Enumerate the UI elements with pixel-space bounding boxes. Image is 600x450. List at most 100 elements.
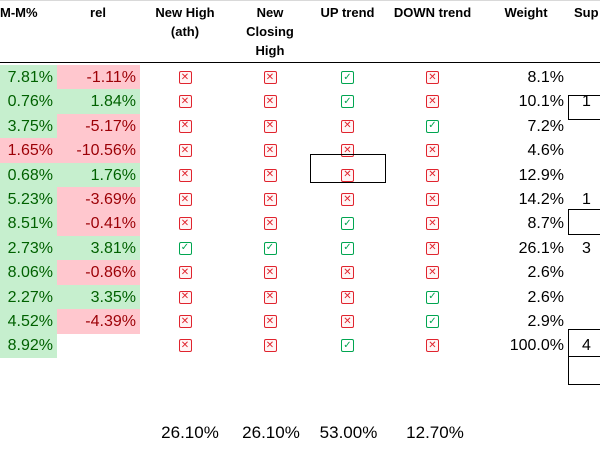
selected-cell-box[interactable] [310, 154, 386, 183]
cell-weight[interactable]: 4.6% [527, 142, 564, 160]
cell-new-high[interactable]: ✕ [140, 163, 230, 188]
cell-up-trend[interactable]: ✕ [310, 138, 385, 163]
header-up-trend[interactable]: UP trend [310, 0, 385, 62]
cell-new-high[interactable]: ✕ [140, 309, 230, 334]
cell-weight[interactable]: 2.6% [527, 288, 564, 306]
cell-new-closing-high[interactable]: ✕ [230, 114, 310, 139]
cell-up-trend[interactable]: ✕ [310, 163, 385, 188]
cell-weight[interactable]: 10.1% [518, 93, 564, 111]
cell-down-trend[interactable]: ✕ [395, 236, 470, 261]
cell-down-trend[interactable]: ✕ [395, 65, 470, 90]
cell-up-trend[interactable]: ✕ [310, 114, 385, 139]
cell-up-trend[interactable]: ✓ [310, 211, 385, 236]
cell-rel[interactable]: 1.84% [57, 89, 140, 115]
cell-mm-percent[interactable]: 2.27% [0, 284, 57, 310]
cell-rel[interactable]: 3.35% [57, 284, 140, 310]
cell-rel[interactable]: -10.56% [57, 138, 140, 164]
header-new-high[interactable]: New High (ath) [140, 0, 230, 62]
cell-rel[interactable]: 1.76% [57, 162, 140, 188]
cell-new-high[interactable]: ✕ [140, 187, 230, 212]
cell-new-high[interactable]: ✓ [140, 236, 230, 261]
header-new-closing-high[interactable]: New Closing High [230, 0, 310, 62]
total-up-trend[interactable]: 53.00% [319, 423, 378, 442]
cell-new-closing-high[interactable]: ✕ [230, 163, 310, 188]
cell-weight[interactable]: 2.6% [527, 264, 564, 282]
cell-weight[interactable]: 26.1% [518, 239, 564, 257]
cell-rel[interactable]: -1.11% [57, 65, 140, 90]
cell-down-trend[interactable]: ✕ [395, 138, 470, 163]
cell-down-trend[interactable]: ✓ [395, 309, 470, 334]
cell-rel[interactable]: 3.81% [57, 235, 140, 261]
cell-new-closing-high[interactable]: ✕ [230, 65, 310, 90]
cell-mm-percent[interactable]: 0.76% [0, 89, 57, 115]
cell-up-trend[interactable]: ✕ [310, 260, 385, 285]
cell-rel[interactable] [57, 333, 140, 358]
cell-mm-percent[interactable]: 8.92% [0, 333, 57, 359]
total-new-closing-high[interactable]: 26.10% [242, 423, 300, 442]
cell-sup[interactable]: 1 [582, 93, 591, 111]
cell-up-trend[interactable]: ✓ [310, 236, 385, 261]
cell-mm-percent[interactable]: 4.52% [0, 309, 57, 334]
cell-new-closing-high[interactable]: ✕ [230, 333, 310, 358]
cell-new-closing-high[interactable]: ✕ [230, 285, 310, 310]
cell-down-trend[interactable]: ✕ [395, 89, 470, 114]
total-new-high[interactable]: 26.10% [161, 423, 219, 442]
header-rel[interactable]: rel [58, 0, 138, 62]
cell-sup[interactable]: 3 [582, 239, 591, 257]
cell-mm-percent[interactable]: 8.06% [0, 260, 57, 286]
cell-mm-percent[interactable]: 7.81% [0, 65, 57, 90]
bordered-cell-sup-1[interactable] [568, 95, 600, 120]
cell-up-trend[interactable]: ✓ [310, 65, 385, 90]
cell-mm-percent[interactable]: 0.68% [0, 162, 57, 188]
cell-rel[interactable]: -5.17% [57, 113, 140, 139]
cell-down-trend[interactable]: ✕ [395, 211, 470, 236]
cell-down-trend[interactable]: ✕ [395, 163, 470, 188]
cell-rel[interactable]: -4.39% [57, 309, 140, 334]
cell-weight[interactable]: 14.2% [518, 191, 564, 208]
cell-sup[interactable] [582, 260, 600, 285]
cell-up-trend[interactable]: ✕ [310, 187, 385, 212]
bordered-cell-sup-3[interactable] [568, 329, 600, 357]
cell-new-high[interactable]: ✕ [140, 211, 230, 236]
cell-mm-percent[interactable]: 3.75% [0, 113, 57, 139]
cell-weight[interactable]: 8.1% [527, 69, 564, 86]
cell-down-trend[interactable]: ✓ [395, 285, 470, 310]
cell-new-closing-high[interactable]: ✕ [230, 89, 310, 114]
cell-new-high[interactable]: ✕ [140, 138, 230, 163]
cell-down-trend[interactable]: ✓ [395, 114, 470, 139]
cell-weight[interactable]: 12.9% [518, 166, 564, 184]
cell-sup[interactable] [582, 163, 600, 188]
header-sup[interactable]: Sup [574, 0, 600, 62]
cell-sup[interactable]: 1 [582, 191, 591, 208]
header-weight[interactable]: Weight [490, 0, 562, 62]
cell-new-high[interactable]: ✕ [140, 65, 230, 90]
cell-new-closing-high[interactable]: ✕ [230, 138, 310, 163]
header-down-trend[interactable]: DOWN trend [385, 0, 480, 62]
cell-rel[interactable]: -3.69% [57, 187, 140, 212]
cell-down-trend[interactable]: ✕ [395, 187, 470, 212]
cell-new-closing-high[interactable]: ✕ [230, 187, 310, 212]
cell-new-closing-high[interactable]: ✕ [230, 211, 310, 236]
header-mm[interactable]: M-M% [0, 0, 50, 62]
total-down-trend[interactable]: 12.70% [406, 423, 464, 442]
cell-weight[interactable]: 100.0% [509, 337, 564, 355]
cell-down-trend[interactable]: ✕ [395, 333, 470, 358]
cell-sup[interactable] [582, 285, 600, 310]
cell-new-closing-high[interactable]: ✕ [230, 260, 310, 285]
cell-sup[interactable] [582, 65, 600, 90]
cell-rel[interactable]: -0.86% [57, 260, 140, 286]
cell-up-trend[interactable]: ✕ [310, 309, 385, 334]
cell-up-trend[interactable]: ✕ [310, 285, 385, 310]
cell-new-high[interactable]: ✕ [140, 114, 230, 139]
cell-weight[interactable]: 8.7% [527, 215, 564, 233]
cell-mm-percent[interactable]: 8.51% [0, 211, 57, 237]
cell-mm-percent[interactable]: 1.65% [0, 138, 57, 164]
cell-up-trend[interactable]: ✓ [310, 333, 385, 358]
cell-new-closing-high[interactable]: ✕ [230, 309, 310, 334]
cell-new-high[interactable]: ✕ [140, 89, 230, 114]
cell-new-high[interactable]: ✕ [140, 260, 230, 285]
cell-new-high[interactable]: ✕ [140, 333, 230, 358]
cell-new-closing-high[interactable]: ✓ [230, 236, 310, 261]
cell-sup[interactable] [582, 138, 600, 163]
cell-weight[interactable]: 2.9% [527, 313, 564, 330]
